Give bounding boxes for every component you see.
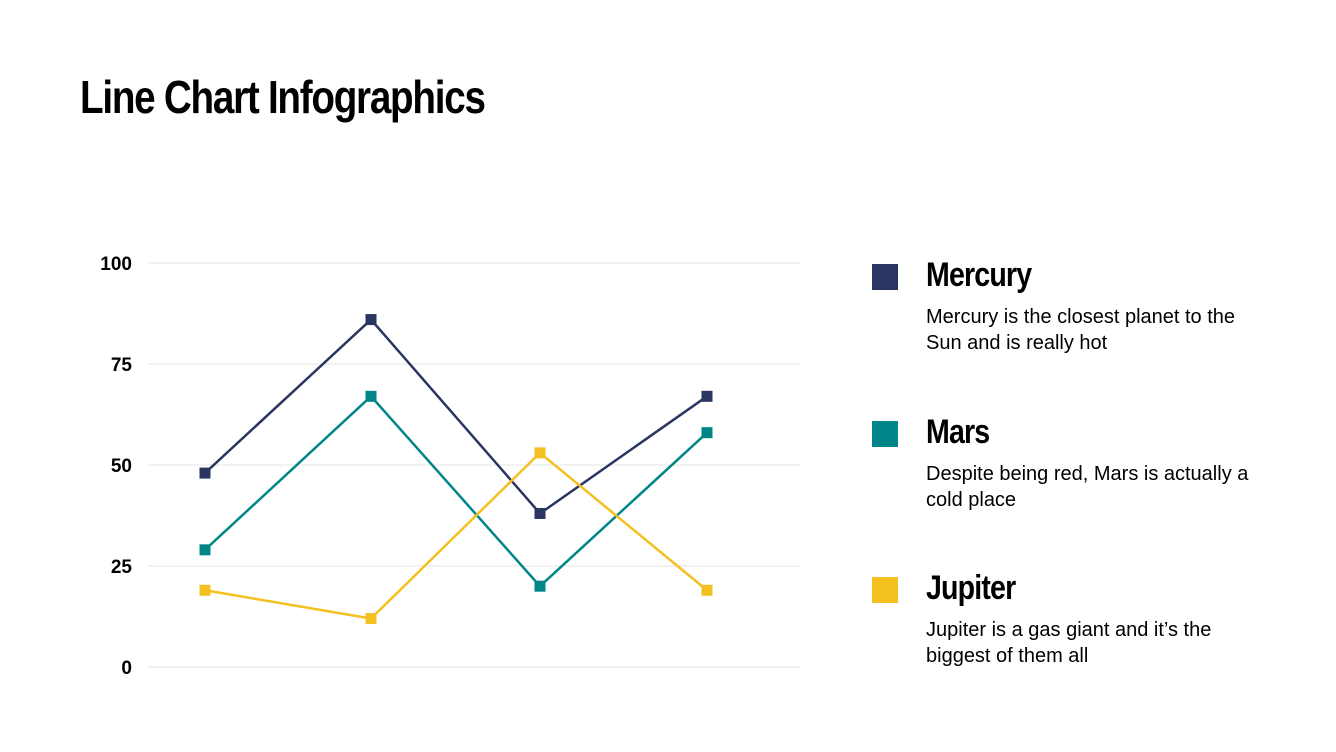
point-mercury-2 <box>365 314 377 326</box>
y-tick-label-50: 50 <box>111 456 132 477</box>
point-mars-1 <box>199 544 211 556</box>
legend-name-jupiter: Jupiter <box>926 569 1016 607</box>
chart-series-lines <box>204 317 708 620</box>
legend-swatch-mars <box>872 421 898 447</box>
legend-description-jupiter: Jupiter is a gas giant and it’s the bigg… <box>926 619 1212 667</box>
y-tick-label-75: 75 <box>111 355 133 376</box>
legend-description-mercury: Mercury is the closest planet to the Sun… <box>926 306 1236 354</box>
page-title: Line Chart Infographics <box>80 71 486 123</box>
legend-description-mars: Despite being red, Mars is actually a co… <box>926 463 1249 511</box>
point-mercury-4 <box>701 390 713 402</box>
y-tick-label-100: 100 <box>100 254 132 275</box>
point-jupiter-1 <box>199 584 211 596</box>
series-line-mercury <box>204 317 708 516</box>
legend-swatch-mercury <box>872 264 898 290</box>
point-mercury-1 <box>199 467 211 479</box>
chart-y-axis-ticks: 0 25 50 75 100 <box>100 254 132 679</box>
y-tick-label-25: 25 <box>111 557 133 578</box>
point-jupiter-3 <box>534 447 546 459</box>
chart-gridlines <box>148 262 800 668</box>
series-line-jupiter <box>204 451 708 620</box>
point-jupiter-2 <box>365 613 377 625</box>
legend-name-mars: Mars <box>926 413 990 451</box>
legend-swatch-jupiter <box>872 577 898 603</box>
point-mars-3 <box>534 580 546 592</box>
chart-series-markers <box>199 314 713 625</box>
point-mars-4 <box>701 427 713 439</box>
legend-name-mercury: Mercury <box>926 256 1032 294</box>
point-mercury-3 <box>534 507 546 519</box>
y-tick-label-0: 0 <box>121 658 132 679</box>
point-jupiter-4 <box>701 584 713 596</box>
point-mars-2 <box>365 390 377 402</box>
series-line-mars <box>204 394 708 588</box>
